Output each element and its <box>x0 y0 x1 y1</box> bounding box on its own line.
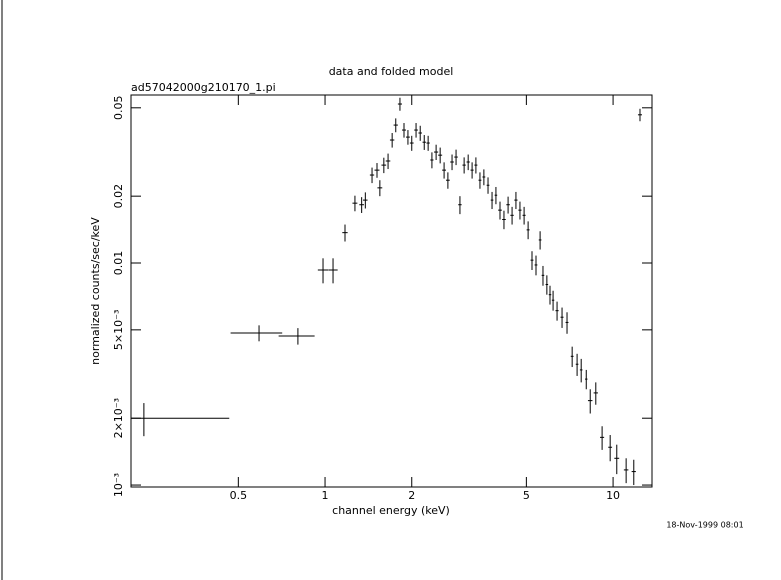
x-tick-label: 1 <box>322 489 329 502</box>
y-tick-label: 0.01 <box>112 251 125 276</box>
y-tick-label: 5×10⁻³ <box>112 310 125 350</box>
plot-frame <box>130 94 653 488</box>
x-tick-label: 10 <box>606 489 620 502</box>
timestamp: 18-Nov-1999 08:01 <box>666 521 743 530</box>
x-tick-label: 0.5 <box>230 489 248 502</box>
y-tick-label: 0.02 <box>112 184 125 209</box>
y-axis-label: normalized counts/sec/keV <box>89 217 102 365</box>
x-tick-label: 5 <box>523 489 530 502</box>
chart-subtitle: ad57042000g210170_1.pi <box>131 81 276 94</box>
y-tick-label: 0.05 <box>112 96 125 121</box>
x-axis-label: channel energy (keV) <box>332 504 450 517</box>
y-tick-label: 2×10⁻³ <box>112 398 125 438</box>
plot-area <box>131 97 642 486</box>
chart-title: data and folded model <box>329 65 454 78</box>
x-tick-label: 2 <box>408 489 415 502</box>
y-tick-label: 10⁻³ <box>112 473 125 497</box>
